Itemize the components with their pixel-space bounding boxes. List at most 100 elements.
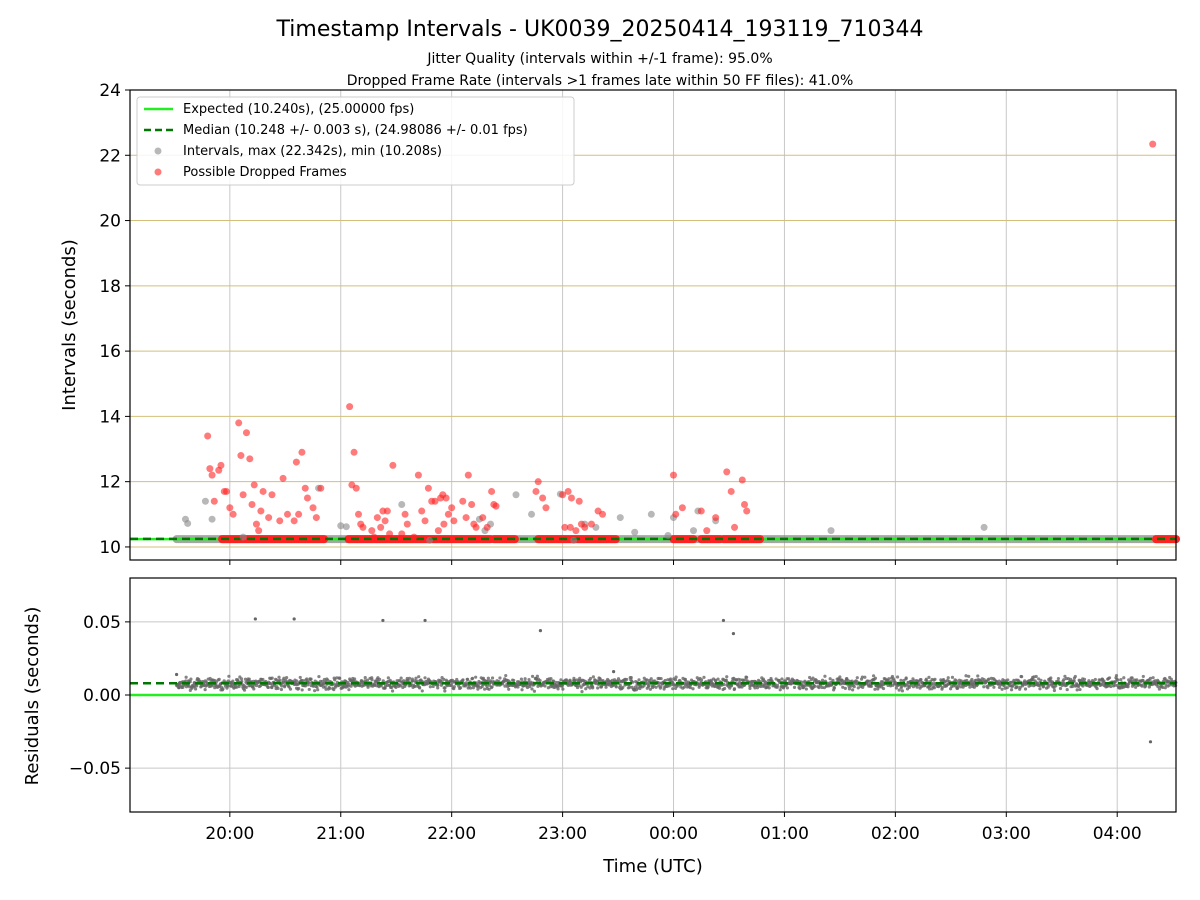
residual-point: [1072, 679, 1076, 683]
dropped-frame-point: [672, 510, 680, 518]
residual-point: [897, 688, 901, 692]
residual-point: [716, 677, 720, 681]
residual-point: [532, 689, 537, 693]
residual-point: [851, 688, 855, 692]
x-tick-label: 20:00: [205, 824, 254, 844]
residual-point: [787, 677, 791, 681]
residual-point: [817, 685, 821, 690]
residual-point: [970, 677, 974, 682]
dropped-frame-point: [442, 494, 450, 502]
residual-point: [227, 674, 231, 678]
residual-point: [276, 686, 280, 691]
residual-point: [278, 678, 282, 682]
dropped-frame-point: [483, 523, 491, 531]
residual-point: [1130, 676, 1134, 680]
dropped-frame-point: [731, 523, 739, 531]
residual-point: [1082, 677, 1087, 681]
residual-point: [729, 683, 734, 687]
residual-point: [315, 685, 319, 689]
residual-point: [579, 685, 583, 689]
residual-point: [1126, 685, 1130, 689]
residual-point: [311, 684, 315, 688]
residual-point: [950, 675, 955, 679]
residual-point: [420, 689, 424, 693]
x-tick-label: 21:00: [316, 824, 365, 844]
dropped-frame-point: [317, 484, 325, 492]
residual-point: [443, 686, 447, 690]
dropped-frame-point: [383, 507, 391, 515]
dropped-frame-point: [727, 487, 735, 495]
residual-point: [967, 674, 971, 678]
dropped-frame-point: [738, 476, 746, 484]
x-tick-label: 23:00: [538, 824, 587, 844]
residual-point: [811, 676, 815, 680]
residual-point: [987, 677, 991, 681]
residual-point: [808, 675, 812, 680]
dropped-frame-point: [421, 517, 429, 525]
residual-point: [226, 684, 230, 688]
residual-point: [843, 686, 847, 690]
residual-point: [748, 686, 752, 691]
residual-point: [333, 678, 337, 682]
dropped-frame-point: [678, 504, 686, 512]
x-tick-label: 01:00: [760, 824, 809, 844]
residual-point: [283, 684, 287, 688]
dropped-frame-point: [401, 510, 409, 518]
residual-point: [309, 677, 313, 681]
residual-point: [699, 678, 704, 682]
residual-point: [1047, 683, 1051, 687]
residual-point: [530, 687, 534, 691]
dropped-frame-point: [248, 501, 256, 509]
residual-point: [887, 677, 891, 681]
residual-point: [1148, 676, 1153, 680]
residual-point: [1116, 678, 1120, 682]
dropped-frame-point: [303, 494, 311, 502]
residual-point: [332, 688, 336, 692]
residual-point: [538, 678, 542, 683]
residual-point: [867, 679, 872, 683]
dropped-frame-point: [350, 448, 358, 456]
residual-point: [778, 688, 782, 692]
residuals-points: [174, 617, 1178, 744]
residual-point: [671, 687, 675, 691]
dropped-frame-point: [581, 523, 589, 531]
dropped-frame-point: [259, 487, 267, 495]
intervals-points: [181, 140, 1157, 544]
residual-outlier-point: [253, 617, 257, 621]
dropped-frame-point: [1149, 140, 1157, 148]
residual-point: [386, 676, 390, 680]
legend-dropped-swatch: [154, 168, 162, 176]
residual-point: [490, 676, 495, 680]
residual-point: [673, 678, 678, 682]
dropped-frame-point: [567, 494, 575, 502]
residual-point: [1006, 678, 1010, 682]
dropped-frame-point: [246, 455, 254, 463]
dropped-frame-point: [542, 504, 550, 512]
residual-point: [900, 689, 905, 693]
dropped-frame-point: [410, 533, 418, 541]
residual-point: [254, 683, 259, 688]
residual-point: [1023, 687, 1028, 691]
intervals-y-tick-label: 24: [99, 81, 121, 101]
dropped-frame-point: [355, 510, 363, 518]
residual-point: [520, 688, 524, 692]
dropped-frame-point: [403, 520, 411, 528]
residual-point: [1095, 686, 1099, 691]
residual-point: [221, 687, 225, 691]
residual-point: [1020, 675, 1024, 679]
legend-dropped-label: Possible Dropped Frames: [183, 165, 347, 180]
residual-point: [335, 676, 339, 680]
residual-point: [604, 685, 608, 689]
residual-point: [378, 677, 382, 681]
residual-point: [326, 678, 330, 682]
residual-point: [443, 689, 447, 693]
residual-point: [303, 684, 308, 688]
interval-point: [512, 491, 520, 499]
residual-point: [1157, 687, 1162, 691]
residual-point: [338, 676, 342, 680]
residual-point: [280, 684, 284, 688]
residual-point: [366, 685, 370, 689]
residual-point: [1078, 687, 1082, 692]
residual-point: [654, 685, 658, 689]
residual-point: [1058, 686, 1063, 691]
